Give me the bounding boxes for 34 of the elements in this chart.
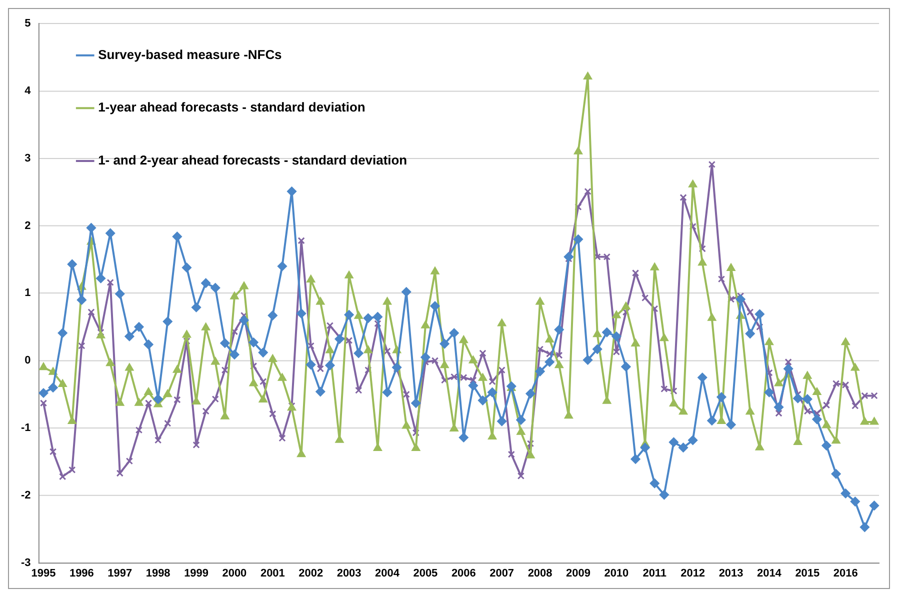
x-tick-label: 1999 xyxy=(184,567,208,580)
x-tick-label: 2008 xyxy=(528,567,552,580)
y-tick-label: 2 xyxy=(24,220,31,232)
x-tick-label: 2009 xyxy=(566,567,590,580)
legend-label: 1- and 2-year ahead forecasts - standard deviation xyxy=(98,152,408,168)
x-tick-label: 1995 xyxy=(31,567,56,580)
x-tick-label: 1998 xyxy=(146,567,170,580)
y-tick-label: 1 xyxy=(24,287,31,300)
legend-label: Survey-based measure -NFCs xyxy=(98,46,282,62)
y-tick-label: -3 xyxy=(20,556,31,569)
x-tick-label: 2001 xyxy=(260,567,285,580)
y-tick-label: 3 xyxy=(24,152,31,164)
y-tick-label: 0 xyxy=(24,354,31,367)
x-tick-label: 1996 xyxy=(69,567,94,580)
x-tick-label: 2010 xyxy=(604,567,629,580)
x-tick-label: 2003 xyxy=(336,567,362,580)
x-tick-label: 2006 xyxy=(451,567,476,580)
x-tick-label: 2007 xyxy=(490,567,514,580)
x-tick-label: 2011 xyxy=(642,567,667,580)
y-tick-label: 5 xyxy=(24,18,31,30)
legend-label: 1-year ahead forecasts - standard deviation xyxy=(98,100,366,115)
x-tick-label: 2000 xyxy=(222,567,247,580)
x-tick-label: 2012 xyxy=(680,567,706,580)
y-tick-label: -1 xyxy=(20,422,31,434)
y-tick-label: -2 xyxy=(20,489,31,502)
x-tick-label: 2014 xyxy=(757,567,782,580)
x-tick-label: 2002 xyxy=(298,567,324,580)
x-tick-label: 2016 xyxy=(833,567,858,580)
x-tick-label: 1997 xyxy=(108,567,132,580)
x-tick-label: 2004 xyxy=(375,567,400,580)
x-tick-label: 2015 xyxy=(795,567,820,580)
x-tick-label: 2013 xyxy=(718,567,744,580)
x-tick-label: 2005 xyxy=(413,567,438,580)
y-tick-label: 4 xyxy=(24,84,32,97)
